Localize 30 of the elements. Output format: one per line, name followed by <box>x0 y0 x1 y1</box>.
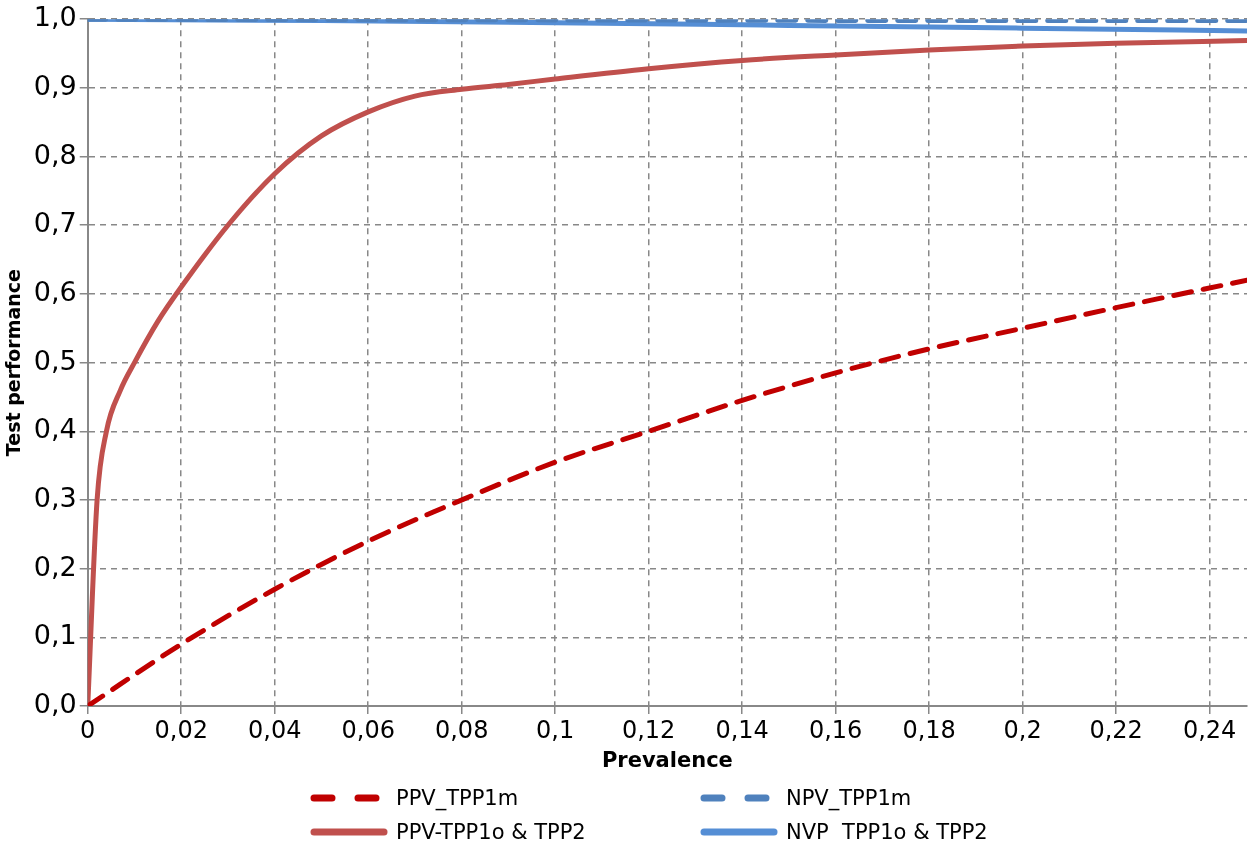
x-tick-label: 0 <box>80 715 96 744</box>
legend-label: NVP TPP1o & TPP2 <box>786 820 988 844</box>
x-tick-label: 0,18 <box>902 715 956 744</box>
x-tick-label: 0,12 <box>621 715 676 744</box>
x-tick-label: 0,04 <box>248 715 302 744</box>
y-tick-label: 0,7 <box>33 207 77 239</box>
y-tick-label: 0,3 <box>33 481 77 513</box>
y-tick-label: 0,4 <box>33 413 77 445</box>
x-tick-label: 0,22 <box>1089 715 1143 744</box>
y-tick-label: 0,6 <box>33 275 77 307</box>
y-tick-label: 1,0 <box>33 1 77 33</box>
y-tick-label: 0,1 <box>33 619 77 651</box>
y-tick-label: 0,2 <box>33 550 77 582</box>
x-tick-label: 0,24 <box>1182 715 1237 744</box>
y-tick-label: 0,5 <box>33 344 77 376</box>
y-tick-label: 0,9 <box>33 69 77 101</box>
x-tick-label: 0,16 <box>808 715 863 744</box>
y-tick-label: 0,8 <box>33 138 77 170</box>
x-tick-label: 0,06 <box>341 715 395 744</box>
x-tick-label: 0,14 <box>715 715 769 744</box>
y-axis-title: Test performance <box>2 269 25 457</box>
legend-label: PPV-TPP1o & TPP2 <box>396 820 586 844</box>
legend-label: NPV_TPP1m <box>786 786 912 810</box>
x-axis-title: Prevalence <box>601 747 733 772</box>
x-tick-label: 0,1 <box>536 715 575 744</box>
legend-label: PPV_TPP1m <box>396 786 519 810</box>
x-tick-label: 0,08 <box>434 715 489 744</box>
x-tick-label: 0,02 <box>154 715 208 744</box>
y-tick-label: 0,0 <box>33 688 77 720</box>
x-tick-label: 0,2 <box>1003 715 1042 744</box>
